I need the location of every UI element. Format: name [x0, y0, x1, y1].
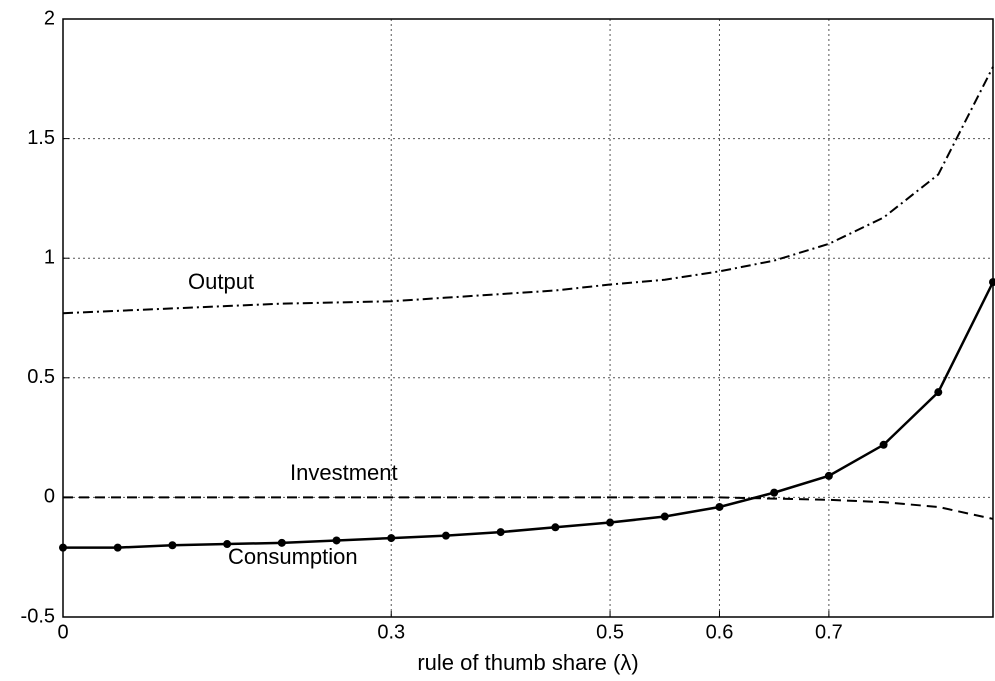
series-annotation: Investment [290, 460, 398, 485]
data-point [934, 388, 943, 397]
data-point [441, 531, 450, 540]
y-tick-label: 0 [44, 486, 55, 508]
y-tick-label: 2 [44, 7, 55, 29]
x-tick-label: 0 [57, 621, 68, 643]
plot-frame [62, 18, 994, 618]
data-point [496, 528, 505, 537]
x-tick-label: 0.3 [377, 621, 405, 643]
series-line [63, 281, 995, 549]
y-tick-label: -0.5 [21, 605, 55, 627]
data-point [606, 518, 615, 527]
y-tick-label: 1 [44, 246, 55, 268]
data-point [223, 540, 232, 549]
series-annotation: Output [188, 269, 254, 294]
y-tick-label: 0.5 [27, 366, 55, 388]
series-annotation: Consumption [228, 544, 358, 569]
data-point [168, 541, 177, 550]
y-tick-label: 1.5 [27, 127, 55, 149]
data-point [660, 512, 669, 521]
data-point [332, 536, 341, 545]
data-point [989, 278, 995, 287]
data-point [824, 471, 833, 480]
series-line [62, 66, 994, 315]
data-point [113, 543, 122, 552]
data-point [59, 543, 67, 552]
data-point [770, 488, 779, 497]
data-point [551, 523, 560, 532]
data-point [879, 440, 888, 449]
x-tick-label: 0.5 [596, 621, 624, 643]
data-point [715, 502, 724, 511]
data-point [277, 538, 286, 547]
series-line [63, 496, 994, 520]
x-tick-label: 0.6 [706, 621, 734, 643]
data-point [387, 534, 396, 543]
x-axis-label: rule of thumb share (λ) [417, 650, 638, 675]
x-tick-label: 0.7 [815, 621, 843, 643]
